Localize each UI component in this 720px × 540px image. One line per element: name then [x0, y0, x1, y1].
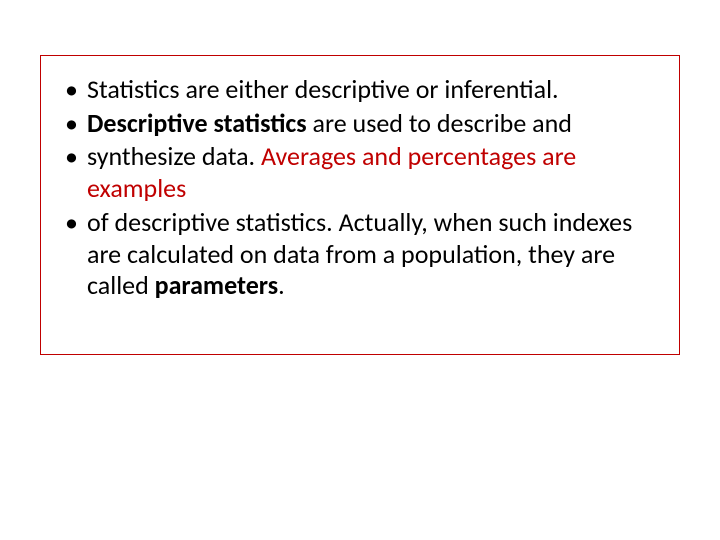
text-run: Descriptive statistics — [87, 107, 307, 139]
bullet-item: of descriptive statistics. Actually, whe… — [87, 207, 657, 302]
bullet-list: Statistics are either descriptive or inf… — [41, 56, 679, 322]
text-run: synthesize data. — [87, 140, 261, 172]
bullet-item: synthesize data. Averages and percentage… — [87, 141, 657, 204]
bullet-item: Descriptive statistics are used to descr… — [87, 108, 657, 140]
text-run: are used to describe and — [307, 107, 572, 139]
text-run: Statistics are either descriptive or inf… — [87, 73, 559, 105]
content-box: Statistics are either descriptive or inf… — [40, 55, 680, 355]
text-run: . — [278, 269, 285, 301]
text-run: parameters — [155, 269, 278, 301]
slide: Statistics are either descriptive or inf… — [0, 0, 720, 540]
bullet-item: Statistics are either descriptive or inf… — [87, 74, 657, 106]
